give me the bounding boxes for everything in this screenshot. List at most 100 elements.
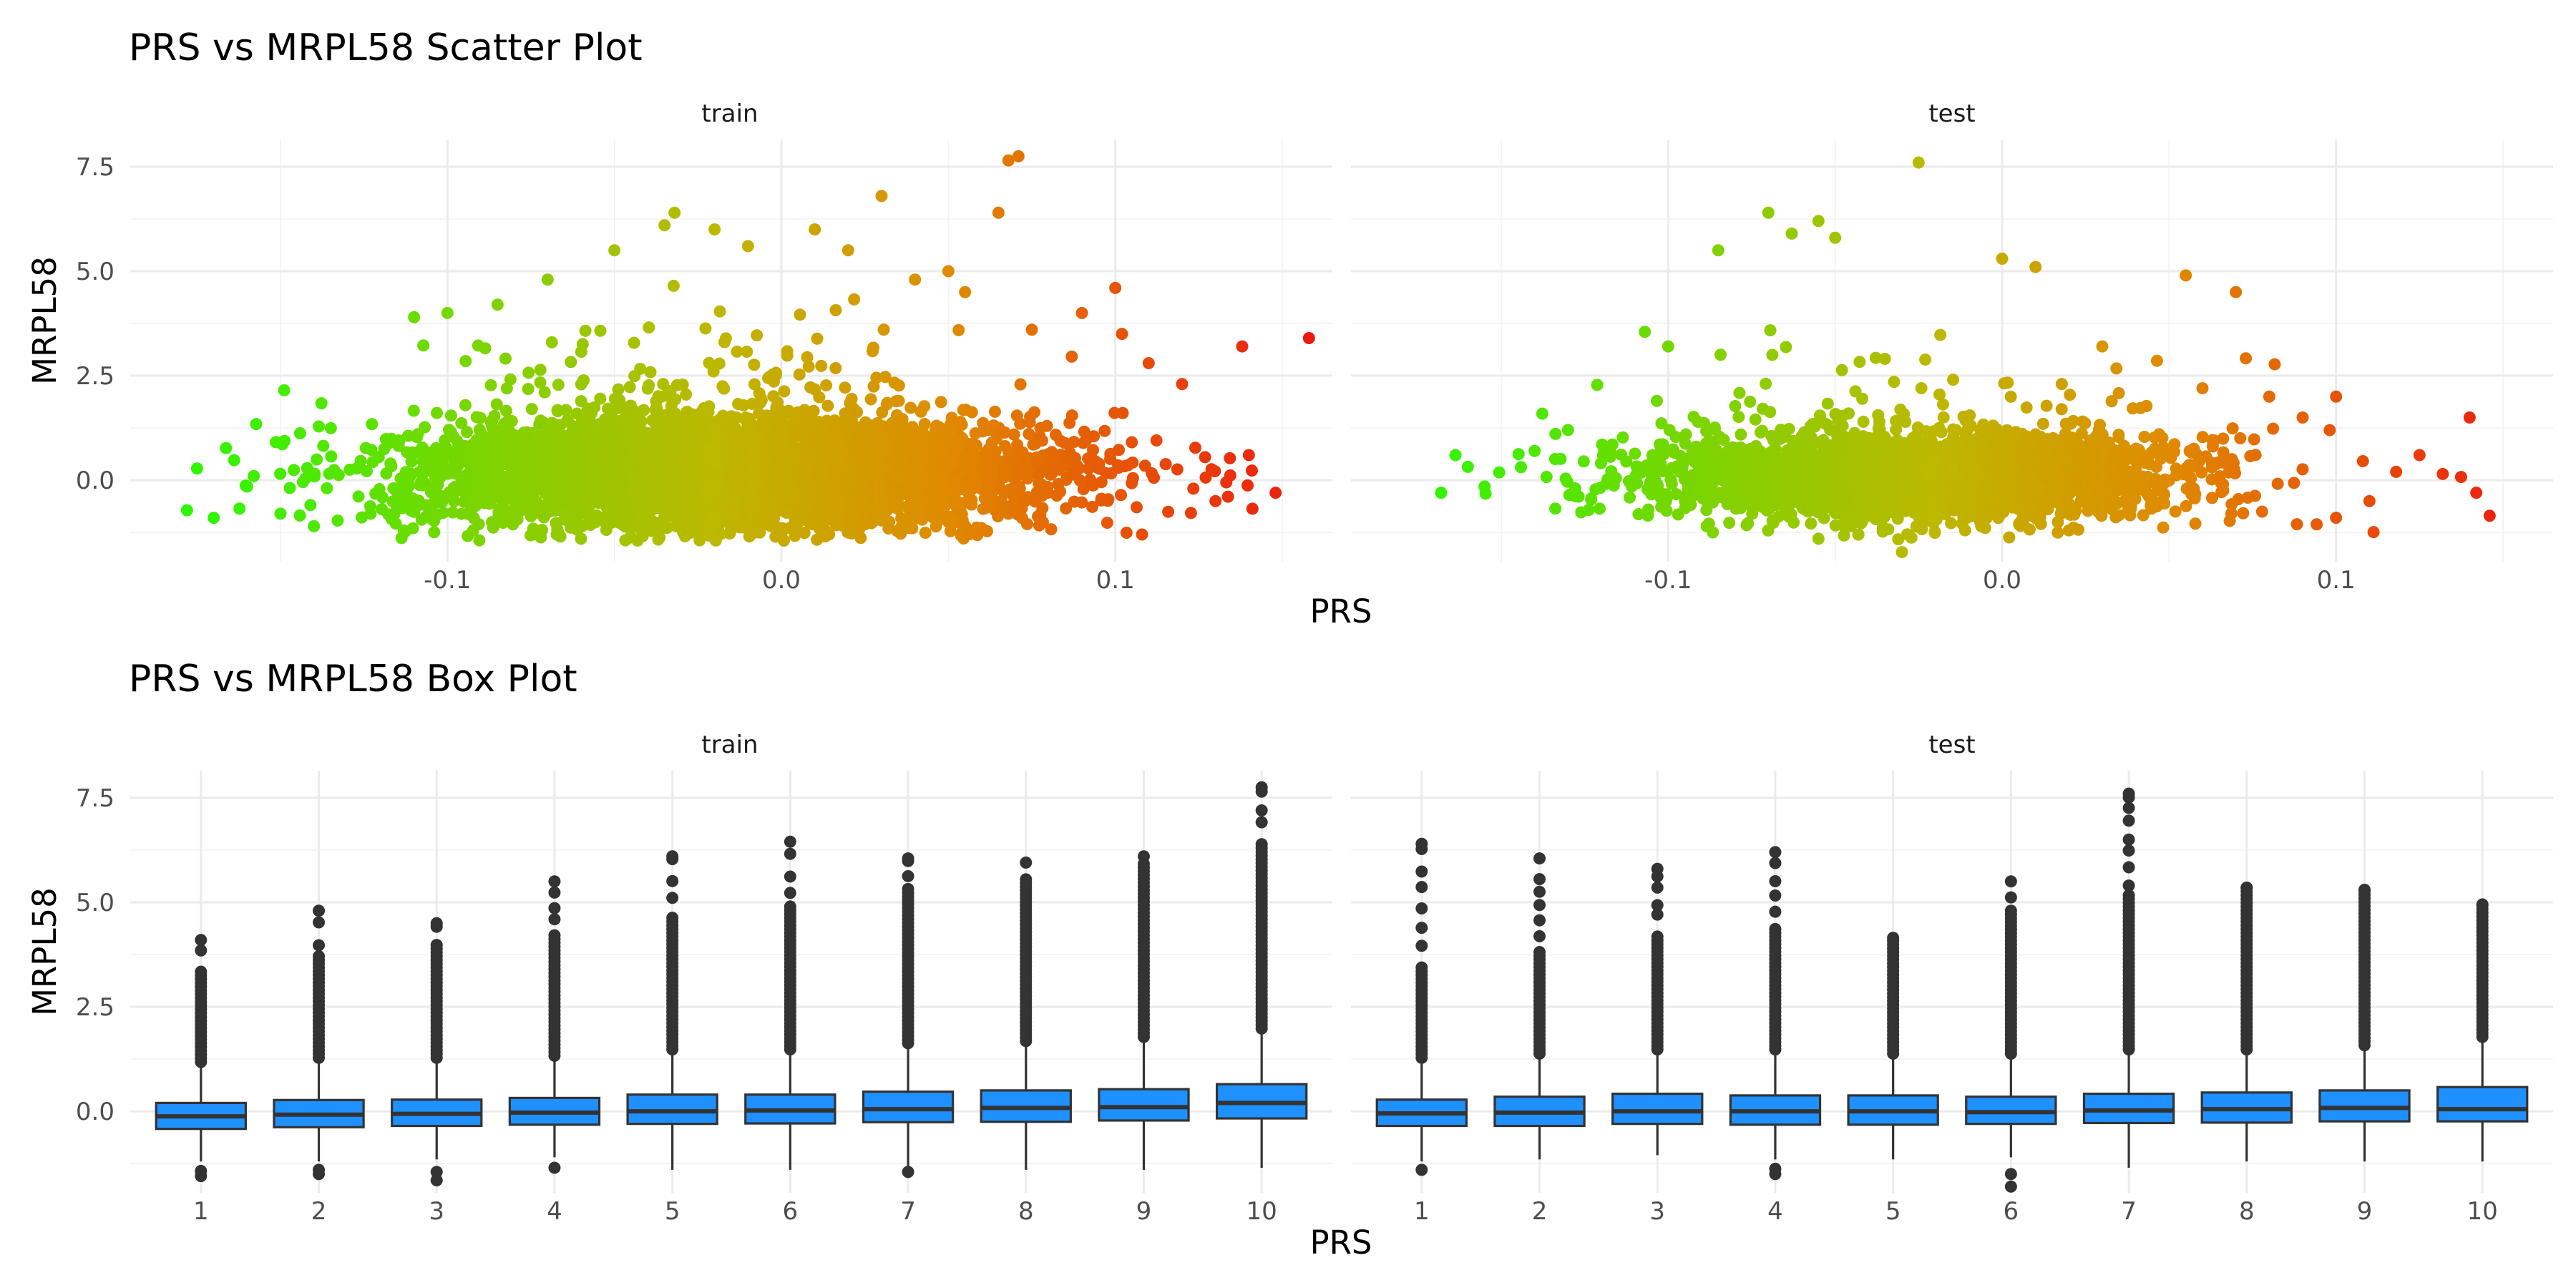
scatter-point bbox=[1221, 490, 1234, 503]
scatter-point bbox=[643, 321, 655, 334]
scatter-point bbox=[2110, 362, 2123, 375]
scatter-point bbox=[311, 453, 323, 466]
scatter-point bbox=[308, 470, 321, 483]
scatter-point bbox=[668, 446, 680, 459]
scatter-point bbox=[552, 526, 565, 539]
scatter-point bbox=[778, 408, 791, 421]
scatter-point bbox=[220, 441, 233, 454]
scatter-point bbox=[444, 409, 457, 422]
scatter-point bbox=[936, 458, 949, 471]
scatter-point bbox=[467, 512, 480, 525]
scatter-point bbox=[594, 324, 607, 337]
scatter-point bbox=[877, 323, 890, 336]
scatter-point bbox=[552, 379, 565, 391]
scatter-point bbox=[1025, 323, 1038, 336]
scatter-point bbox=[304, 499, 317, 512]
scatter-point bbox=[843, 511, 856, 524]
scatter-point bbox=[250, 418, 263, 431]
scatter-point bbox=[793, 368, 806, 381]
scatter-point bbox=[441, 306, 454, 319]
scatter-point bbox=[2064, 389, 2077, 401]
scatter-point bbox=[1187, 482, 1200, 495]
scatter-point bbox=[403, 479, 416, 492]
scatter-point bbox=[519, 498, 532, 511]
scatter-point bbox=[810, 510, 823, 523]
scatter-point bbox=[588, 401, 601, 414]
scatter-point bbox=[1199, 471, 1212, 484]
scatter-point bbox=[499, 352, 512, 365]
scatter-point bbox=[680, 523, 693, 536]
scatter-point bbox=[857, 462, 870, 474]
scatter-point bbox=[741, 346, 753, 358]
scatter-point bbox=[499, 404, 512, 417]
scatter-point bbox=[762, 434, 775, 447]
scatter-point bbox=[1030, 452, 1043, 464]
scatter-point bbox=[534, 364, 547, 376]
scatter-point bbox=[455, 416, 468, 429]
scatter-point bbox=[867, 341, 880, 354]
scatter-point bbox=[497, 502, 510, 514]
scatter-point bbox=[325, 450, 338, 463]
scatter-point bbox=[924, 469, 937, 482]
scatter-point bbox=[1065, 350, 1078, 363]
scatter-point bbox=[428, 526, 441, 539]
scatter-point bbox=[459, 355, 472, 368]
scatter-point bbox=[577, 419, 590, 432]
scatter-point bbox=[597, 453, 610, 466]
scatter-point bbox=[535, 414, 547, 427]
scatter-point bbox=[180, 504, 193, 517]
scatter-point bbox=[933, 439, 946, 452]
scatter-point bbox=[420, 452, 433, 464]
scatter-point bbox=[426, 466, 439, 479]
scatter-point bbox=[584, 519, 597, 532]
scatter-point bbox=[551, 404, 564, 416]
scatter-point bbox=[959, 286, 972, 298]
scatter-point bbox=[384, 457, 397, 470]
scatter-point bbox=[1035, 489, 1048, 502]
scatter-point bbox=[447, 492, 459, 504]
scatter-point bbox=[1012, 150, 1025, 162]
scatter-point bbox=[1159, 458, 1172, 471]
scatter-x-axis-title: PRS bbox=[1310, 592, 1372, 630]
scatter-point bbox=[500, 382, 513, 395]
scatter-point bbox=[881, 396, 894, 409]
scatter-point bbox=[1184, 507, 1197, 519]
scatter-point bbox=[1023, 416, 1036, 429]
scatter-point bbox=[405, 455, 418, 468]
scatter-point bbox=[1199, 451, 1211, 464]
scatter-point bbox=[612, 383, 625, 396]
scatter-point bbox=[1045, 446, 1058, 459]
scatter-point bbox=[1068, 436, 1080, 449]
scatter-point bbox=[1060, 502, 1073, 514]
scatter-point bbox=[845, 527, 858, 540]
scatter-point bbox=[998, 426, 1011, 439]
scatter-point bbox=[628, 370, 641, 383]
scatter-point bbox=[746, 449, 759, 462]
scatter-point bbox=[462, 469, 474, 482]
scatter-point bbox=[1010, 409, 1023, 422]
scatter-point bbox=[1224, 452, 1236, 464]
scatter-point bbox=[1023, 427, 1035, 440]
scatter-point bbox=[313, 420, 326, 433]
scatter-point bbox=[1042, 456, 1055, 469]
scatter-point bbox=[470, 411, 483, 424]
scatter-point bbox=[774, 453, 787, 466]
scatter-point bbox=[605, 516, 618, 529]
scatter-point bbox=[707, 365, 720, 378]
scatter-point bbox=[755, 394, 768, 406]
scatter-point bbox=[718, 502, 731, 514]
scatter-point bbox=[1101, 517, 1113, 530]
scatter-point bbox=[666, 464, 679, 477]
scatter-point bbox=[570, 480, 583, 493]
scatter-point bbox=[483, 497, 496, 510]
scatter-point bbox=[623, 511, 636, 524]
scatter-point bbox=[1023, 466, 1035, 479]
scatter-point bbox=[514, 431, 527, 444]
scatter-point bbox=[798, 491, 811, 504]
scatter-point bbox=[668, 206, 681, 219]
scatter-point bbox=[992, 510, 1005, 523]
scatter-point bbox=[535, 499, 547, 512]
scatter-point bbox=[476, 482, 489, 495]
scatter-point bbox=[891, 457, 904, 469]
